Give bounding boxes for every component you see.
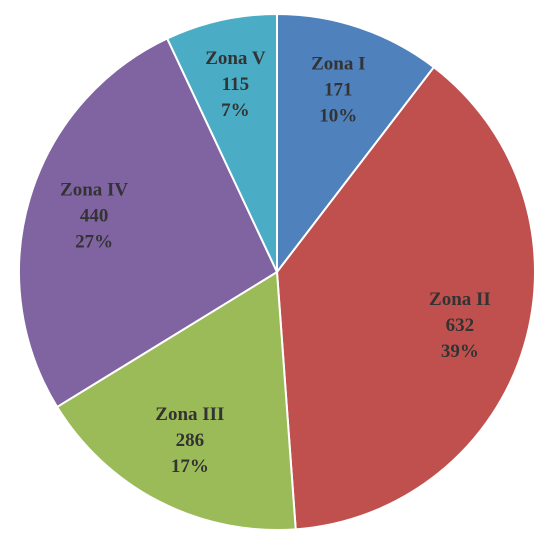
slice-label: Zona III <box>155 404 224 425</box>
slice-percent: 39% <box>441 341 479 362</box>
slice-value: 286 <box>176 430 205 451</box>
slice-percent: 10% <box>319 106 357 127</box>
slice-percent: 17% <box>171 456 209 477</box>
pie-slice <box>55 270 297 531</box>
slice-value: 632 <box>446 315 475 336</box>
slice-percent: 27% <box>75 232 113 253</box>
slice-value: 440 <box>80 206 109 227</box>
slice-value: 171 <box>324 80 353 101</box>
slice-label: Zona II <box>429 289 491 310</box>
pie-slice <box>276 12 436 275</box>
pie-slice <box>18 37 279 409</box>
slice-label: Zona V <box>205 48 266 69</box>
slice-value: 115 <box>222 74 249 95</box>
pie-slice <box>165 12 278 273</box>
slice-label: Zona I <box>311 54 365 75</box>
slice-percent: 7% <box>221 100 250 121</box>
slice-label: Zona IV <box>60 180 128 201</box>
pie-slice <box>275 65 535 531</box>
